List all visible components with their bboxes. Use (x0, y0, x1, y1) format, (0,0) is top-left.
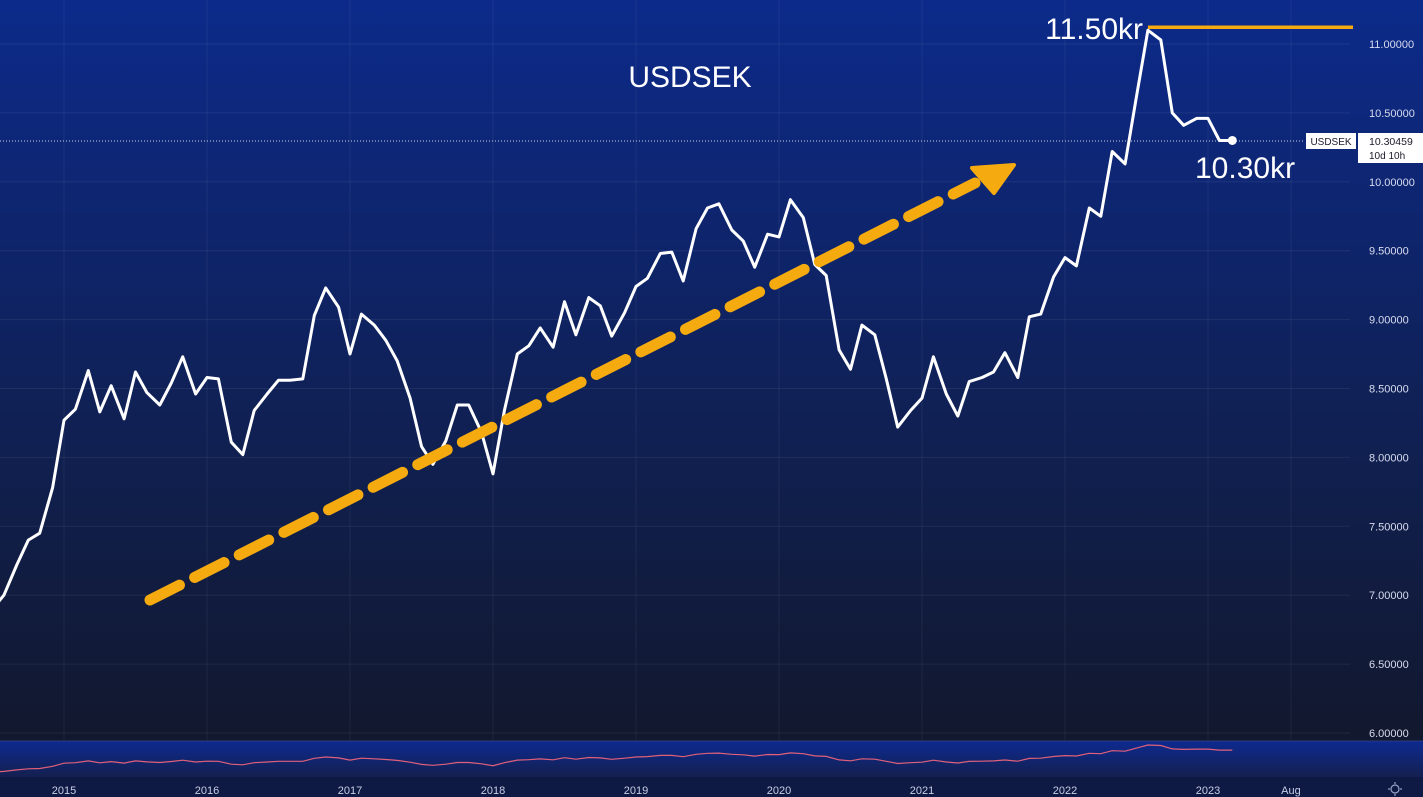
y-tick-label: 9.00000 (1369, 315, 1409, 327)
y-tick-label: 10.50000 (1369, 108, 1415, 120)
x-tick-label: Aug (1281, 785, 1301, 797)
x-tick-label: 2023 (1196, 785, 1220, 797)
series-line-usdsek (0, 28, 1234, 603)
x-tick-label: 2016 (195, 785, 219, 797)
y-tick-label: 9.50000 (1369, 246, 1409, 258)
price-tag-box (1358, 133, 1423, 163)
countdown-tag: 10d 10h (1369, 151, 1405, 162)
x-tick-label: 2021 (910, 785, 934, 797)
grid (0, 0, 1350, 741)
x-tick-label: 2018 (481, 785, 505, 797)
price-tag: 10.30459 (1369, 136, 1413, 148)
sub-panel (0, 741, 1423, 777)
y-axis: 11.00000 10.50000 10.00000 9.50000 9.00000 8.… (1369, 39, 1415, 740)
y-tick-label: 7.00000 (1369, 590, 1409, 602)
y-tick-label: 8.00000 (1369, 452, 1409, 464)
chart-title: USDSEK (628, 61, 751, 94)
trend-arrow-line (144, 177, 981, 606)
trend-arrow-head (970, 163, 1016, 195)
x-tick-label: 2017 (338, 785, 362, 797)
x-tick-label: 2022 (1053, 785, 1077, 797)
y-tick-label: 8.50000 (1369, 384, 1409, 396)
x-axis: 2015 2016 2017 2018 2019 2020 2021 2022 2023 Aug (52, 785, 1301, 797)
y-tick-label: 7.50000 (1369, 521, 1409, 533)
y-tick-label: 10.00000 (1369, 177, 1415, 189)
symbol-tag: USDSEK (1310, 137, 1351, 148)
settings-gear-icon[interactable] (1388, 782, 1402, 796)
current-annotation: 10.30kr (1195, 152, 1295, 185)
last-price-marker (1227, 135, 1237, 145)
time-axis-strip (0, 777, 1423, 797)
high-annotation: 11.50kr (1045, 13, 1143, 46)
symbol-tag-box (1306, 133, 1356, 149)
x-tick-label: 2020 (767, 785, 791, 797)
x-tick-label: 2015 (52, 785, 76, 797)
y-tick-label: 6.50000 (1369, 659, 1409, 671)
sub-indicator-line (0, 744, 1233, 773)
y-tick-label: 11.00000 (1369, 39, 1414, 51)
x-tick-label: 2019 (624, 785, 648, 797)
y-tick-label: 6.00000 (1369, 728, 1409, 740)
